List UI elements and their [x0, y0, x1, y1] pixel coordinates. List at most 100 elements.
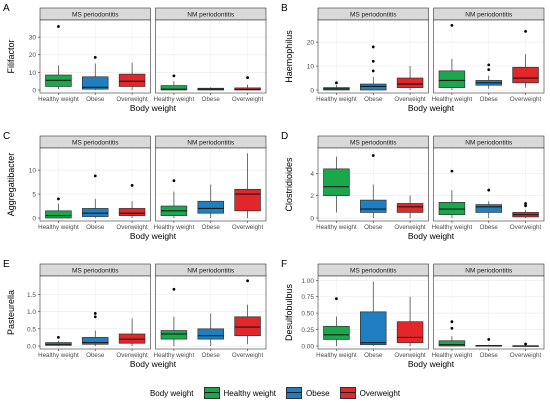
outlier-point — [524, 204, 527, 208]
y-tick-label: 1.00 — [301, 278, 314, 285]
chart-e: E Pasteurella 0.0 0.5 1.0 1.5 MS periodontitis… — [3, 259, 267, 369]
outlier-point — [450, 169, 454, 173]
box-overweight — [234, 316, 261, 337]
legend-label: Overweight — [359, 388, 401, 398]
box-obese — [197, 328, 224, 340]
box-obese — [82, 337, 109, 345]
facet-border — [39, 19, 151, 94]
outlier-point — [487, 63, 491, 67]
x-tick-label: Healthy weight — [38, 224, 79, 231]
x-axis-label: Body weight — [408, 231, 455, 241]
y-tick-label: 5 — [32, 192, 36, 199]
facet-title: MS periodontitis — [350, 12, 397, 19]
box-healthy-weight — [438, 70, 466, 88]
outlier-point — [335, 297, 338, 301]
x-tick-label: Obese — [364, 224, 383, 231]
x-tick-label: Obese — [480, 352, 499, 359]
y-axis-label: Aggregatibacter — [6, 153, 16, 217]
y-tick-label: 4 — [310, 171, 314, 178]
box-obese — [197, 200, 224, 214]
panel-tag: F — [281, 259, 287, 270]
outlier-point — [335, 81, 338, 85]
outlier-point — [246, 76, 249, 80]
y-tick-label: 0 — [32, 88, 36, 95]
y-tick-label: 2 — [310, 193, 314, 200]
legend-item: Obese — [286, 387, 330, 399]
facet-border — [155, 275, 267, 350]
x-tick-label: Obese — [202, 224, 221, 231]
facet-border — [155, 19, 267, 94]
box-obese — [360, 311, 387, 346]
outlier-point — [487, 68, 491, 72]
outlier-point — [487, 338, 491, 341]
y-tick-label: 0.25 — [301, 327, 314, 334]
outlier-point — [450, 320, 454, 324]
panel-tag: E — [3, 259, 10, 270]
y-tick-label: 0.5 — [27, 326, 36, 333]
chart-d: D Clostridioides 0 2 4 MS periodontitis Health… — [281, 131, 545, 241]
chart-f: F Desulfobulbus 0.00 0.25 0.50 0.75 1.00 MS per… — [281, 259, 545, 369]
legend-key-median — [204, 392, 219, 393]
outlier-point — [371, 59, 375, 63]
x-tick-label: Obese — [86, 224, 105, 231]
box-healthy-weight — [438, 202, 466, 216]
y-tick-label: 0.75 — [301, 294, 314, 301]
facet-border — [433, 19, 545, 94]
x-tick-label: Healthy weight — [316, 224, 357, 231]
outlier-point — [93, 311, 97, 315]
facet-border — [317, 147, 429, 222]
facet-title: NM periodontitis — [465, 140, 513, 147]
x-tick-label: Overweight — [232, 352, 264, 359]
facet-border — [39, 147, 151, 222]
box-overweight — [396, 77, 424, 88]
x-tick-label: Healthy weight — [154, 352, 195, 359]
box-healthy-weight — [160, 330, 188, 340]
outlier-point — [524, 342, 527, 346]
x-tick-label: Healthy weight — [38, 96, 79, 103]
outlier-point — [93, 174, 97, 178]
box-overweight — [512, 66, 539, 84]
y-tick-label: 0.0 — [27, 344, 36, 351]
x-tick-label: Healthy weight — [154, 224, 195, 231]
box-healthy-weight — [323, 325, 350, 340]
panel-tag: C — [3, 131, 10, 142]
facet-border — [433, 147, 545, 222]
x-axis-label: Body weight — [408, 359, 455, 369]
box-healthy-weight — [438, 340, 466, 347]
outlier-point — [172, 74, 176, 78]
outlier-point — [524, 202, 527, 205]
y-axis-label: Clostridioides — [284, 157, 294, 212]
y-tick-label: 20 — [29, 52, 37, 59]
facet-title: NM periodontitis — [465, 12, 513, 19]
panel-tag: B — [281, 3, 288, 14]
legend-key — [203, 387, 220, 399]
outlier-point — [93, 55, 97, 59]
outlier-point — [57, 197, 60, 201]
x-tick-label: Overweight — [394, 352, 426, 359]
legend-key — [339, 387, 356, 399]
x-tick-label: Healthy weight — [154, 96, 195, 103]
facet-border — [317, 19, 429, 94]
outlier-point — [487, 188, 491, 192]
y-tick-label: 1.0 — [27, 309, 36, 316]
outlier-point — [130, 184, 134, 187]
facet-title: NM periodontitis — [187, 140, 235, 147]
legend-key-median — [340, 392, 355, 393]
box-obese — [82, 208, 109, 217]
y-tick-label: 0 — [310, 88, 314, 95]
box-healthy-weight — [160, 85, 188, 91]
panel-tag: D — [281, 131, 288, 142]
y-tick-label: 0.00 — [301, 344, 314, 351]
x-axis-label: Body weight — [130, 359, 177, 369]
box-overweight — [234, 188, 261, 212]
y-tick-label: 10 — [29, 168, 37, 175]
facet-border — [39, 275, 151, 350]
outlier-point — [450, 326, 454, 330]
x-tick-label: Obese — [202, 96, 221, 103]
box-healthy-weight — [323, 168, 350, 197]
facet-title: NM periodontitis — [465, 268, 513, 275]
facet-title: MS periodontitis — [72, 140, 119, 147]
x-tick-label: Overweight — [116, 96, 148, 103]
x-tick-label: Overweight — [510, 224, 542, 231]
